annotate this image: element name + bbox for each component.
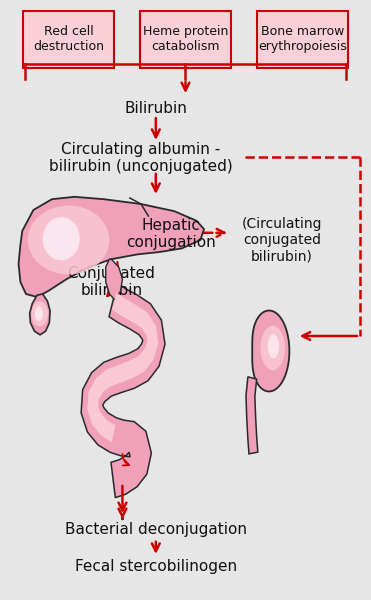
Ellipse shape (43, 217, 80, 260)
Ellipse shape (260, 326, 285, 370)
FancyBboxPatch shape (257, 10, 348, 67)
Ellipse shape (268, 334, 279, 358)
Text: Conjugated
bilirubin: Conjugated bilirubin (68, 266, 155, 298)
Polygon shape (252, 311, 289, 391)
Polygon shape (106, 259, 122, 300)
Polygon shape (246, 377, 258, 454)
Ellipse shape (28, 205, 109, 275)
FancyBboxPatch shape (140, 10, 231, 67)
Text: Bilirubin: Bilirubin (124, 101, 187, 115)
Text: Bacterial deconjugation: Bacterial deconjugation (65, 521, 247, 536)
FancyBboxPatch shape (23, 10, 114, 67)
Polygon shape (19, 197, 204, 297)
Text: Circulating albumin -
bilirubin (unconjugated): Circulating albumin - bilirubin (unconju… (49, 142, 233, 174)
Text: Heme protein
catabolism: Heme protein catabolism (143, 25, 228, 53)
Text: Bone marrow
erythropoiesis: Bone marrow erythropoiesis (258, 25, 347, 53)
Polygon shape (81, 283, 165, 497)
Ellipse shape (31, 301, 48, 326)
Text: Fecal stercobilinogen: Fecal stercobilinogen (75, 559, 237, 575)
Polygon shape (87, 293, 158, 442)
Text: Hepatic
conjugation: Hepatic conjugation (126, 218, 216, 250)
Polygon shape (30, 294, 50, 335)
Ellipse shape (35, 306, 43, 322)
Text: Red cell
destruction: Red cell destruction (33, 25, 104, 53)
Text: (Circulating
conjugated
bilirubin): (Circulating conjugated bilirubin) (242, 217, 322, 263)
